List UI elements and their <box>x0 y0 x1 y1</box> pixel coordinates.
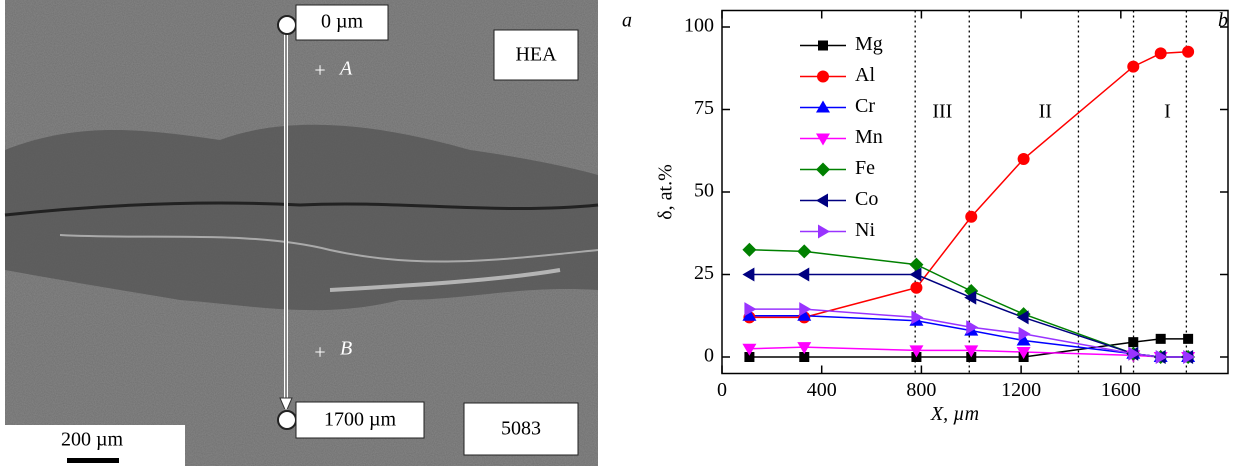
marker <box>797 267 810 282</box>
marker <box>911 310 924 325</box>
point-label: B <box>340 338 352 360</box>
marker <box>1183 333 1194 344</box>
point-label: A <box>338 58 353 80</box>
plus: + <box>314 60 325 82</box>
legend-label: Ni <box>855 219 875 241</box>
region-label: II <box>1039 100 1052 122</box>
legend-marker <box>816 193 828 208</box>
legend-marker <box>816 162 830 177</box>
legend-marker <box>818 40 828 51</box>
marker <box>964 345 979 358</box>
marker <box>909 257 924 272</box>
x-axis-label: X, µm <box>930 403 979 425</box>
edge <box>59 234 599 263</box>
marker <box>1183 350 1196 364</box>
scale-bar <box>67 458 119 463</box>
legend-label: Al <box>855 64 875 86</box>
marker <box>1016 347 1031 360</box>
x-tick-label: 800 <box>906 379 936 401</box>
marker <box>1182 45 1195 58</box>
label-box <box>463 402 579 456</box>
marker <box>909 345 924 358</box>
label-box <box>493 29 579 81</box>
end-point <box>277 410 297 430</box>
marker <box>1128 337 1139 348</box>
crack <box>4 201 599 217</box>
legend-marker <box>818 224 830 239</box>
marker <box>1016 310 1029 325</box>
legend-label: Mg <box>855 33 883 55</box>
marker <box>1016 333 1031 346</box>
x-tick-label: 400 <box>807 379 837 401</box>
label-box <box>295 401 425 439</box>
legend-label: Co <box>855 188 878 210</box>
label-box <box>295 4 389 41</box>
interlayer <box>5 124 598 311</box>
marker <box>1127 60 1140 73</box>
marker <box>742 308 757 321</box>
marker <box>797 342 812 355</box>
material-label: HEA <box>515 44 557 66</box>
micrograph: 0 µm HEA + A + B 1700 µm 5083 200 µm <box>4 0 599 466</box>
y-tick-label: 50 <box>694 180 714 202</box>
legend-label: Fe <box>855 157 875 179</box>
marker <box>742 242 757 257</box>
legend-marker <box>816 133 830 146</box>
marker <box>1017 153 1030 165</box>
marker <box>1128 346 1141 361</box>
marker <box>910 281 923 294</box>
marker <box>1018 326 1031 341</box>
x-tick-label: 1600 <box>1101 379 1141 401</box>
marker <box>1155 333 1166 344</box>
marker <box>799 302 812 317</box>
plot-frame <box>721 9 1229 375</box>
plus: + <box>314 342 325 364</box>
y-tick-label: 25 <box>694 262 714 284</box>
marker <box>797 308 812 321</box>
y-tick-label: 100 <box>684 15 714 37</box>
y-tick-label: 0 <box>704 345 714 367</box>
material-label: 5083 <box>501 418 541 440</box>
x-tick-label: 0 <box>717 379 727 401</box>
marker <box>1154 47 1167 60</box>
marker <box>742 267 755 282</box>
y-tick-label: 75 <box>694 97 714 119</box>
end-label: 1700 µm <box>324 409 397 431</box>
legend-marker <box>816 100 830 113</box>
marker <box>799 352 810 362</box>
region-label: III <box>932 100 952 122</box>
region-label: I <box>1164 100 1171 122</box>
arrow-head <box>279 397 293 414</box>
panel-label: a <box>622 10 632 32</box>
marker <box>744 352 755 362</box>
y-axis-label: δ, at.% <box>655 164 677 220</box>
marker <box>965 210 978 223</box>
marker <box>797 244 812 259</box>
marker <box>964 290 977 305</box>
scale-label: 200 µm <box>61 429 124 451</box>
start-label: 0 µm <box>321 11 364 33</box>
legend-marker <box>817 70 829 83</box>
marker <box>1155 350 1168 364</box>
marker <box>966 320 979 335</box>
legend-label: Cr <box>855 95 875 117</box>
marker <box>744 302 757 317</box>
legend-label: Mn <box>855 126 883 148</box>
marker <box>742 343 757 356</box>
panel-label: b <box>1218 10 1228 32</box>
x-tick-label: 1200 <box>1001 379 1041 401</box>
start-point <box>277 15 297 35</box>
marker <box>909 267 922 282</box>
edge <box>329 268 561 292</box>
